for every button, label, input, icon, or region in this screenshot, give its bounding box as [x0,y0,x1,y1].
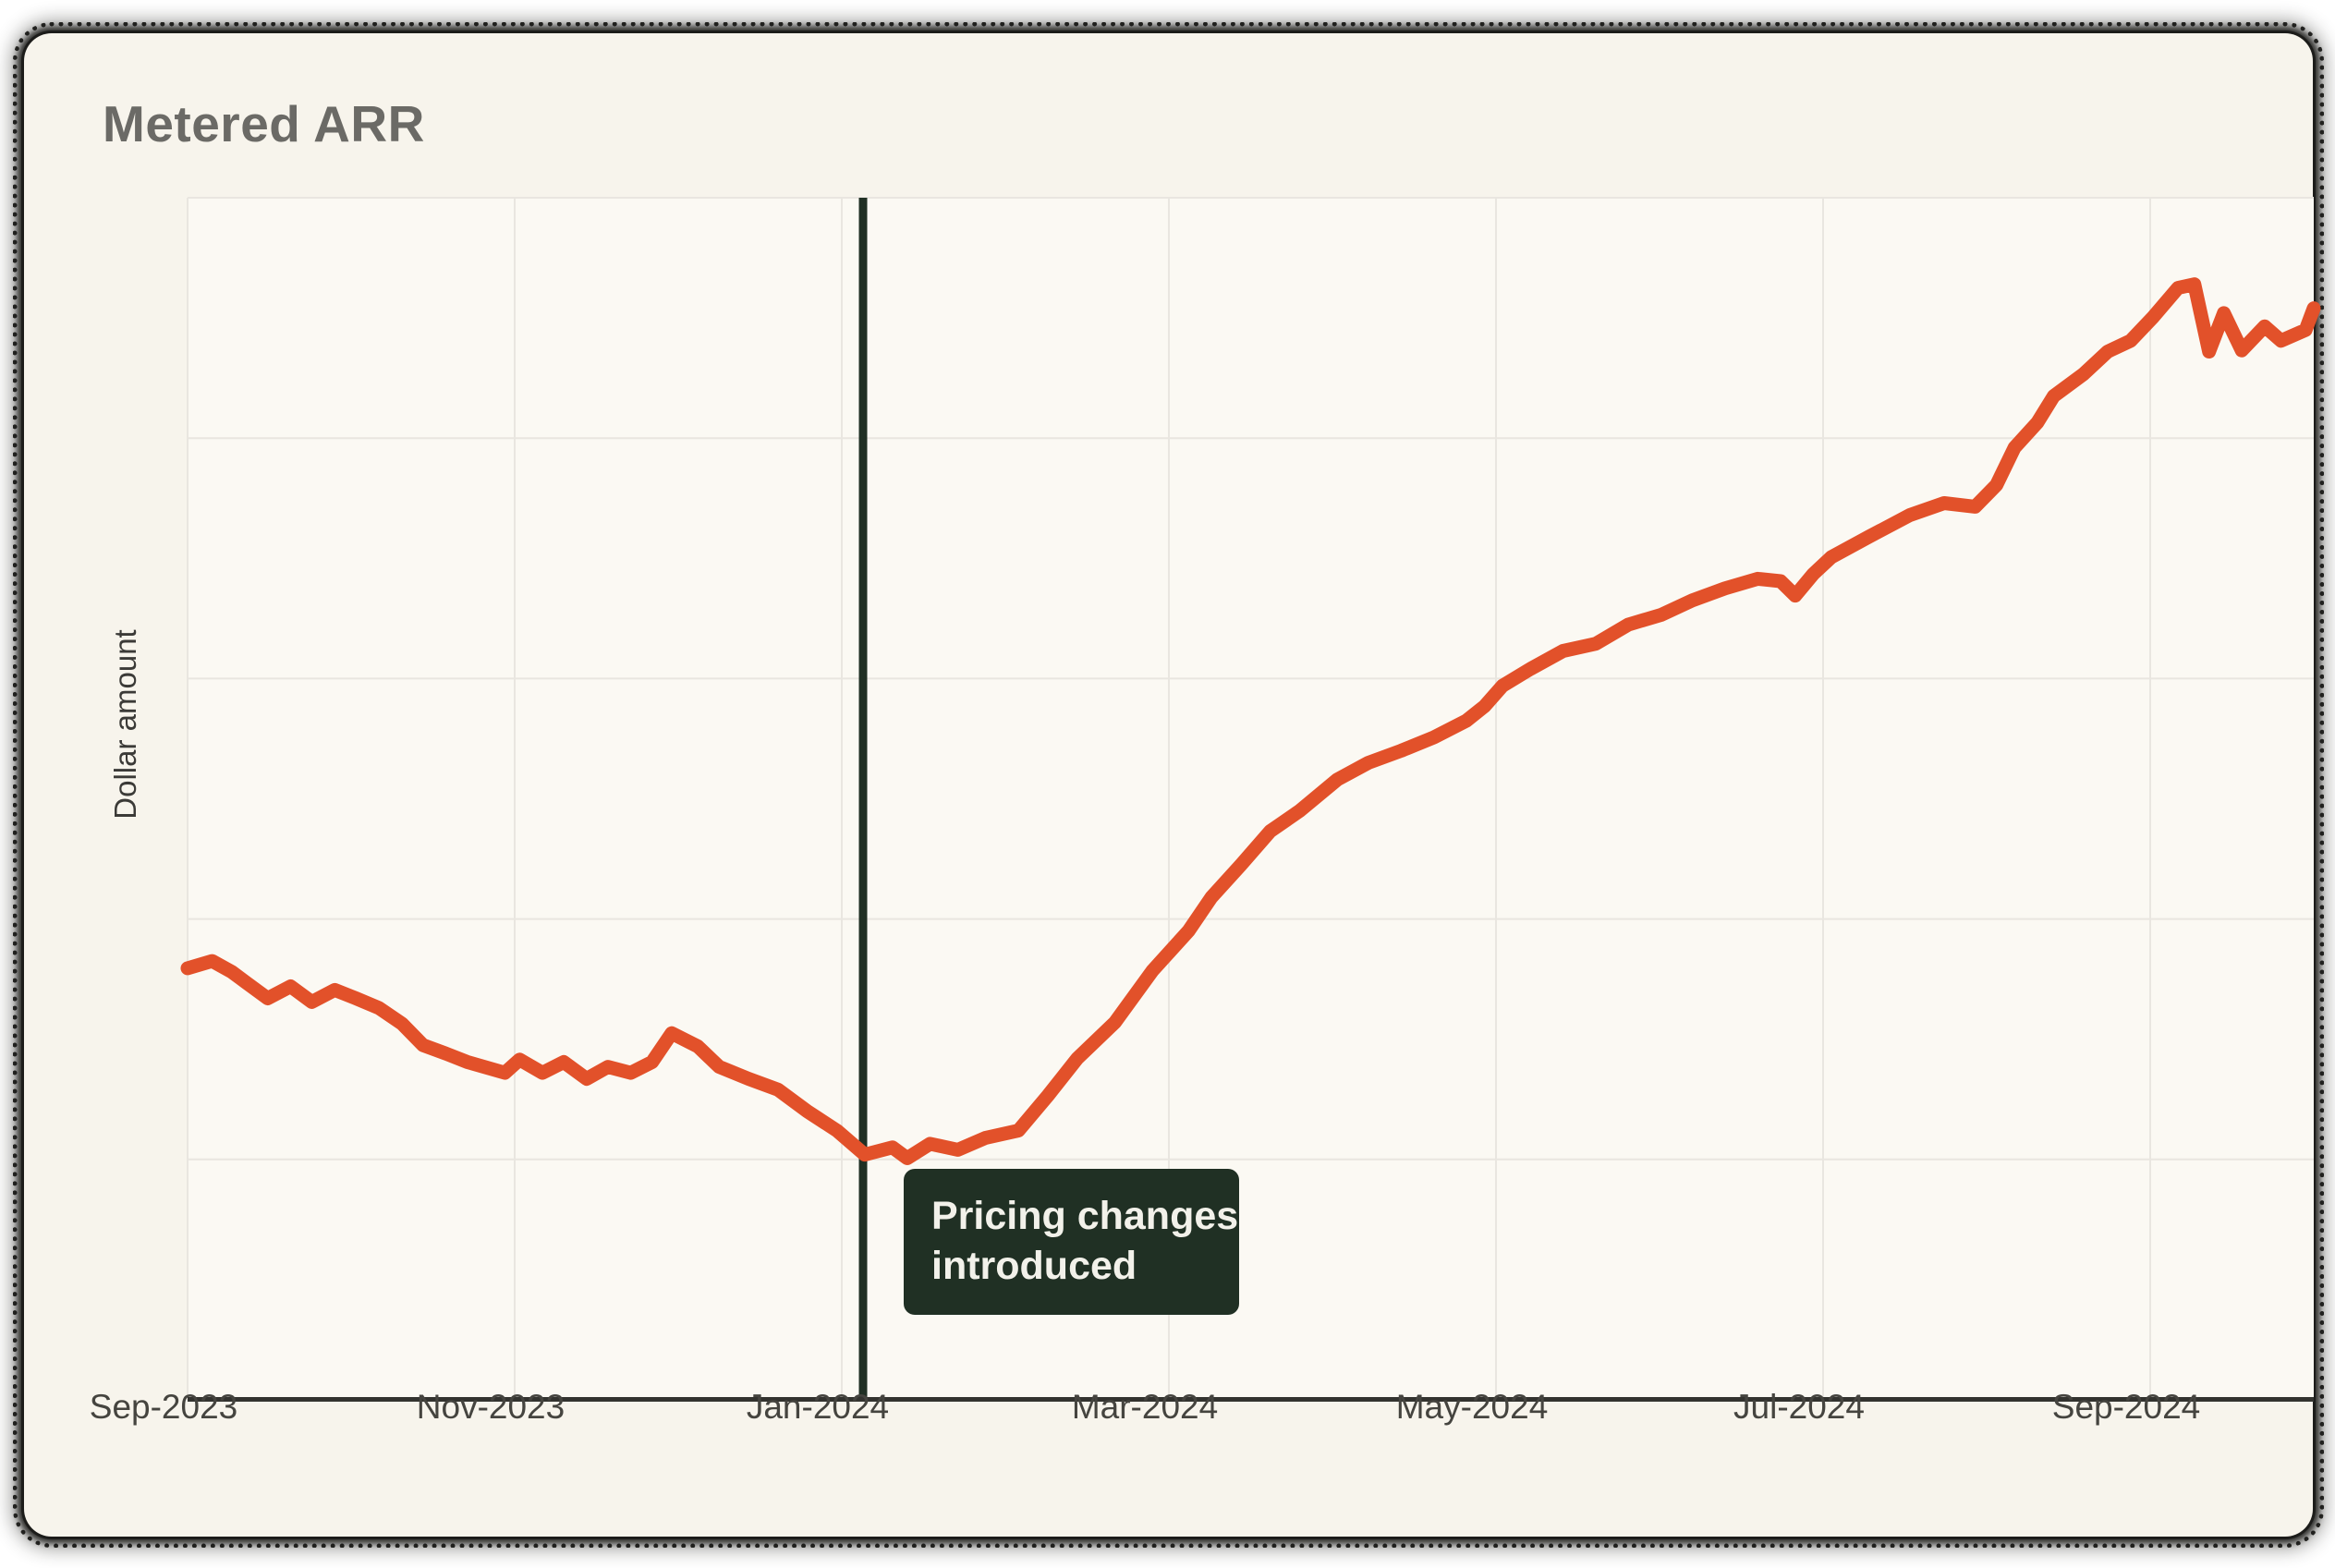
x-tick-label: Nov-2023 [416,1388,566,1426]
x-tick-label: Jan-2024 [746,1388,890,1426]
x-tick-label: Mar-2024 [1071,1388,1219,1426]
line-chart-svg [180,197,2321,1400]
annotation-text-line2: introduced [931,1244,1137,1288]
annotation-text-line1: Pricing changes [931,1194,1239,1238]
chart-title: Metered ARR [103,95,425,152]
plot-area: Pricing changes introduced [180,197,2321,1400]
annotation-callout: Pricing changes introduced [904,1169,1239,1315]
x-axis-line [188,1397,2314,1402]
x-tick-label: May-2024 [1395,1388,1549,1426]
gridlines [187,197,2314,1400]
chart-card: Metered ARR Dollar amount Pricing change… [13,22,2324,1548]
x-tick-label: Sep-2024 [2051,1388,2201,1426]
y-axis-title: Dollar amount [108,629,142,820]
x-tick-label: Sep-2023 [89,1388,238,1426]
x-tick-label: Jul-2024 [1733,1388,1865,1426]
metered-arr-line [180,277,2321,1165]
